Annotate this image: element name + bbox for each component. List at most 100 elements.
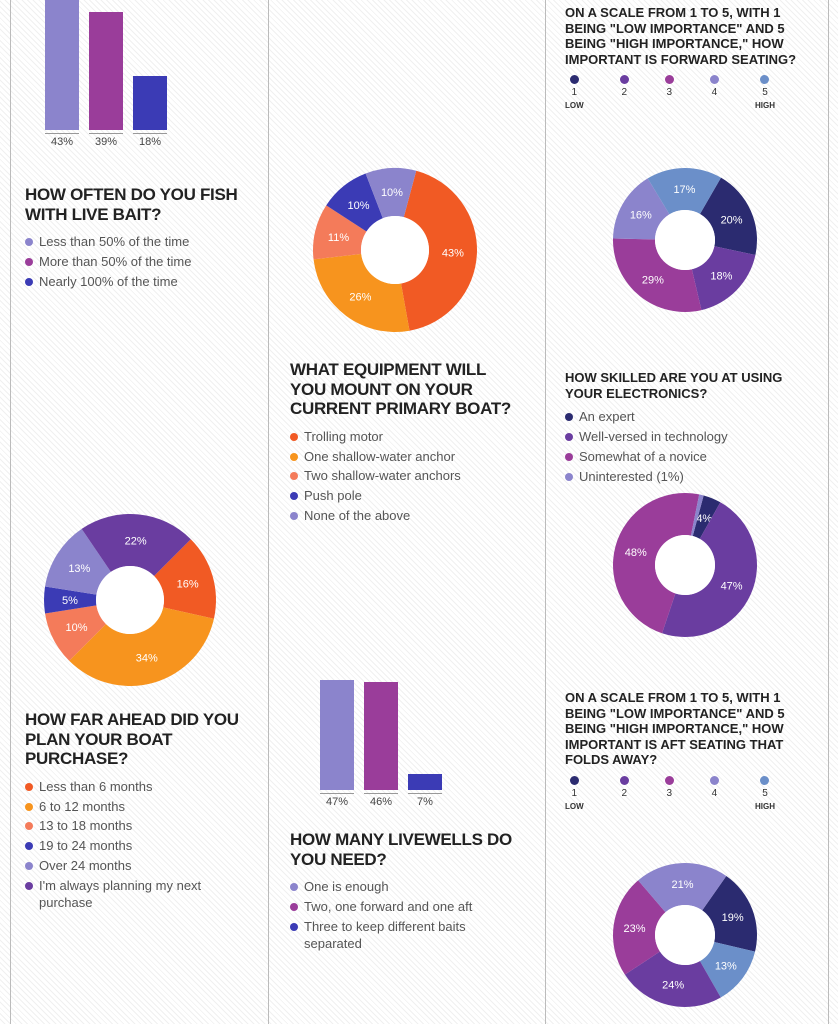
- donut-slice-label: 20%: [721, 214, 743, 226]
- legend-label: Somewhat of a novice: [579, 449, 707, 466]
- legend-bullet: [565, 453, 573, 461]
- scale-number: 4: [712, 788, 718, 799]
- scale-number: 1: [572, 788, 578, 799]
- legend-bullet: [565, 413, 573, 421]
- bar-chart: 47% 46% 7%: [320, 680, 520, 808]
- donut-hole: [96, 566, 164, 634]
- donut-slice-label: 47%: [721, 581, 743, 593]
- donut-slice-label: 10%: [381, 187, 403, 199]
- divider: [10, 0, 11, 1024]
- legend-bullet: [565, 473, 573, 481]
- legend-bullet: [25, 842, 33, 850]
- donut-slice-label: 43%: [442, 247, 464, 259]
- divider: [268, 0, 269, 1024]
- legend-label: Three to keep different baits separated: [304, 919, 525, 953]
- plan-section: HOW FAR AHEAD DID YOU PLAN YOUR BOAT PUR…: [25, 710, 250, 915]
- scale-row: 1LOW2345HIGH: [565, 75, 775, 110]
- legend-item: Less than 6 months: [25, 779, 250, 796]
- bar-label: 46%: [364, 793, 398, 808]
- legend-label: Less than 50% of the time: [39, 234, 189, 251]
- legend-item: Two shallow-water anchors: [290, 468, 525, 485]
- legend-label: Push pole: [304, 488, 362, 505]
- bar-rect: [364, 682, 398, 790]
- bar-rect: [320, 680, 354, 790]
- legend-bullet: [290, 472, 298, 480]
- legend-label: Two, one forward and one aft: [304, 899, 472, 916]
- donut-slice-label: 16%: [630, 210, 652, 222]
- donut-svg: 16%34%10%5%13%22%: [30, 500, 230, 700]
- skill-section: HOW SKILLED ARE YOU AT USING YOUR ELECTR…: [565, 370, 815, 489]
- scale-dot: [760, 75, 769, 84]
- scale-number: 1: [572, 87, 578, 98]
- legend-bullet: [290, 453, 298, 461]
- donut-slice-label: 10%: [66, 622, 88, 634]
- legend-label: 6 to 12 months: [39, 799, 125, 816]
- legend-item: Well-versed in technology: [565, 429, 815, 446]
- legend-item: One is enough: [290, 879, 525, 896]
- legend-item: Trolling motor: [290, 429, 525, 446]
- donut-slice-label: 18%: [710, 271, 732, 283]
- bar-label: 18%: [133, 133, 167, 148]
- scale-item: 5HIGH: [755, 776, 775, 811]
- legend-bullet: [25, 278, 33, 286]
- equipment-heading: WHAT EQUIPMENT WILL YOU MOUNT ON YOUR CU…: [290, 360, 525, 419]
- bar-label: 7%: [408, 793, 442, 808]
- donut-slice-label: 24%: [662, 980, 684, 992]
- legend-label: 19 to 24 months: [39, 838, 132, 855]
- scale-item: 5HIGH: [755, 75, 775, 110]
- scale-item: 3: [665, 75, 674, 110]
- legend-item: Less than 50% of the time: [25, 234, 250, 251]
- scale-number: 3: [667, 788, 673, 799]
- legend-item: I'm always planning my next purchase: [25, 878, 250, 912]
- scale-dot: [665, 776, 674, 785]
- legend-label: 13 to 18 months: [39, 818, 132, 835]
- legend-bullet: [290, 512, 298, 520]
- donut-slice-label: 10%: [347, 200, 369, 212]
- bar: 47%: [320, 680, 354, 808]
- legend-bullet: [25, 783, 33, 791]
- scale-row: 1LOW2345HIGH: [565, 776, 775, 811]
- bar-label: 43%: [45, 133, 79, 148]
- scale-dot: [665, 75, 674, 84]
- scale-item: 1LOW: [565, 776, 584, 811]
- aft-heading: ON A SCALE FROM 1 TO 5, WITH 1 BEING "LO…: [565, 690, 815, 768]
- scale-number: 2: [621, 87, 627, 98]
- legend-bullet: [25, 258, 33, 266]
- donut-slice-label: 23%: [623, 923, 645, 935]
- legend-label: I'm always planning my next purchase: [39, 878, 250, 912]
- legend-bullet: [290, 883, 298, 891]
- bar-chart: 43% 39% 18%: [45, 0, 245, 148]
- legend-item: None of the above: [290, 508, 525, 525]
- legend-label: An expert: [579, 409, 635, 426]
- plan-heading: HOW FAR AHEAD DID YOU PLAN YOUR BOAT PUR…: [25, 710, 250, 769]
- skill-heading: HOW SKILLED ARE YOU AT USING YOUR ELECTR…: [565, 370, 815, 401]
- scale-item: 4: [710, 75, 719, 110]
- legend-label: More than 50% of the time: [39, 254, 191, 271]
- legend-bullet: [290, 903, 298, 911]
- bar-rect: [89, 12, 123, 130]
- legend-item: 19 to 24 months: [25, 838, 250, 855]
- livewell-legend: One is enough Two, one forward and one af…: [290, 879, 525, 953]
- bar-label: 39%: [89, 133, 123, 148]
- legend-bullet: [565, 433, 573, 441]
- legend-bullet: [25, 822, 33, 830]
- legend-item: Over 24 months: [25, 858, 250, 875]
- legend-bullet: [290, 433, 298, 441]
- donut-svg: 4%47%48%: [600, 480, 770, 650]
- legend-label: Two shallow-water anchors: [304, 468, 461, 485]
- donut-svg: 43%26%11%10%10%: [300, 155, 490, 345]
- scale-item: 2: [620, 75, 629, 110]
- bait-bar-chart: 43% 39% 18%: [45, 0, 245, 148]
- bar-rect: [408, 774, 442, 790]
- legend-item: 13 to 18 months: [25, 818, 250, 835]
- legend-bullet: [25, 862, 33, 870]
- legend-label: One shallow-water anchor: [304, 449, 455, 466]
- legend-item: Nearly 100% of the time: [25, 274, 250, 291]
- donut-slice-label: 22%: [125, 535, 147, 547]
- bait-section: HOW OFTEN DO YOU FISH WITH LIVE BAIT? Le…: [25, 185, 250, 294]
- skill-donut-chart: 4%47%48%: [600, 480, 770, 650]
- bait-legend: Less than 50% of the time More than 50% o…: [25, 234, 250, 291]
- bar-rect: [45, 0, 79, 130]
- plan-donut-chart: 16%34%10%5%13%22%: [30, 500, 230, 700]
- livewell-heading: HOW MANY LIVEWELLS DO YOU NEED?: [290, 830, 525, 869]
